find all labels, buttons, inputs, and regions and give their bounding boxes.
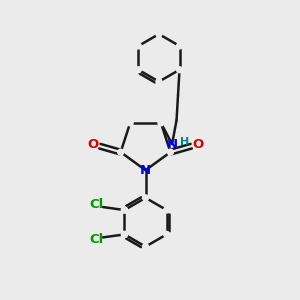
Text: O: O bbox=[192, 138, 203, 151]
Circle shape bbox=[158, 120, 164, 126]
Text: Cl: Cl bbox=[89, 233, 103, 246]
Circle shape bbox=[142, 244, 148, 250]
Circle shape bbox=[135, 43, 141, 49]
Text: N: N bbox=[140, 164, 151, 177]
Circle shape bbox=[156, 31, 162, 37]
Text: Cl: Cl bbox=[89, 198, 103, 211]
Circle shape bbox=[164, 207, 169, 213]
Circle shape bbox=[164, 231, 169, 237]
Text: H: H bbox=[180, 137, 189, 147]
Text: O: O bbox=[88, 138, 99, 151]
Circle shape bbox=[167, 149, 173, 155]
Circle shape bbox=[142, 195, 148, 201]
Circle shape bbox=[176, 67, 182, 73]
Circle shape bbox=[156, 79, 162, 85]
Circle shape bbox=[118, 149, 124, 155]
Circle shape bbox=[176, 43, 182, 49]
Circle shape bbox=[122, 231, 128, 237]
Circle shape bbox=[127, 120, 133, 126]
Circle shape bbox=[135, 67, 141, 73]
Text: N: N bbox=[167, 138, 178, 151]
Circle shape bbox=[122, 231, 128, 237]
Circle shape bbox=[122, 207, 128, 213]
Circle shape bbox=[122, 207, 128, 213]
